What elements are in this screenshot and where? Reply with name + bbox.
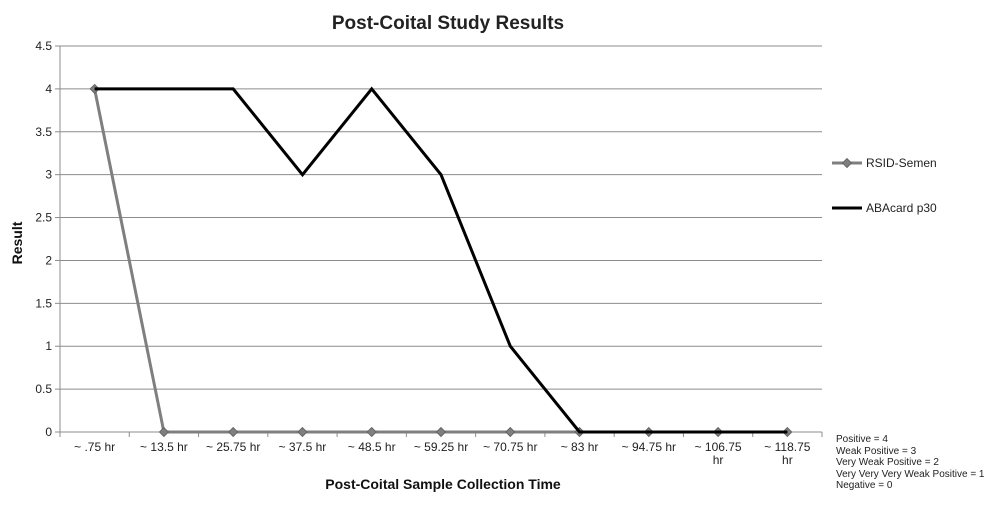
data-point xyxy=(297,426,308,438)
x-tick-label: ~ 106.75 xyxy=(695,440,742,454)
y-tick-label: 1.5 xyxy=(35,296,52,310)
y-tick-label: 3.5 xyxy=(35,125,52,139)
y-tick-labels: 0 0.5 1 1.5 2 2.5 3 3.5 4 4.5 xyxy=(35,39,52,439)
value-key-note: Very Very Very Weak Positive = 1 xyxy=(836,468,985,480)
series-line-abacard-p30 xyxy=(94,86,788,434)
y-tick-label: 0 xyxy=(45,425,52,439)
value-key-note: Weak Positive = 3 xyxy=(836,445,917,457)
x-tick-label: ~ 118.75 xyxy=(764,440,810,454)
legend: RSID-Semen ABAcard p30 xyxy=(832,156,937,215)
y-axis-title: Result xyxy=(9,221,25,264)
value-key-note: Very Weak Positive = 2 xyxy=(836,457,939,468)
y-tick-label: 3 xyxy=(45,168,52,182)
x-tick-label: ~ 94.75 hr xyxy=(622,440,676,454)
legend-marker xyxy=(841,157,853,169)
value-key-note: Positive = 4 xyxy=(836,434,888,445)
y-tick-label: 4 xyxy=(45,82,52,96)
x-tick-label: ~ 25.75 hr xyxy=(206,440,260,454)
y-tick-label: 4.5 xyxy=(35,39,52,53)
value-key-note: Negative = 0 xyxy=(836,480,893,491)
chart-title: Post-Coital Study Results xyxy=(332,13,564,34)
x-tick-label: ~ 70.75 hr xyxy=(483,440,537,454)
series-lines xyxy=(89,83,793,438)
x-tick-labels: ~ .75 hr ~ 13.5 hr ~ 25.75 hr ~ 37.5 hr ~ 48… xyxy=(74,440,811,467)
data-point xyxy=(435,426,447,438)
y-tick-label: 2.5 xyxy=(35,211,52,225)
data-point xyxy=(366,426,377,438)
data-point xyxy=(505,426,516,438)
axes xyxy=(55,45,823,437)
x-axis-title: Post-Coital Sample Collection Time xyxy=(325,476,561,492)
x-tick-label: ~ 37.5 hr xyxy=(279,440,327,454)
x-tick-label: ~ 13.5 hr xyxy=(140,440,188,454)
gridlines xyxy=(60,45,822,390)
y-tick-label: 1 xyxy=(45,339,52,353)
data-point xyxy=(228,426,239,438)
x-tick-label: ~ 48.5 hr xyxy=(348,440,396,454)
x-tick-label: ~ .75 hr xyxy=(74,440,115,454)
y-tick-label: 0.5 xyxy=(35,382,52,396)
x-tick-label: hr xyxy=(782,453,793,467)
legend-label: ABAcard p30 xyxy=(866,201,937,215)
data-point xyxy=(158,426,169,438)
x-tick-label: hr xyxy=(713,453,724,467)
x-tick-label: ~ 83 hr xyxy=(561,440,599,454)
legend-label: RSID-Semen xyxy=(866,156,937,170)
y-tick-label: 2 xyxy=(45,253,52,267)
x-tick-label: ~ 59.25 hr xyxy=(414,440,468,454)
